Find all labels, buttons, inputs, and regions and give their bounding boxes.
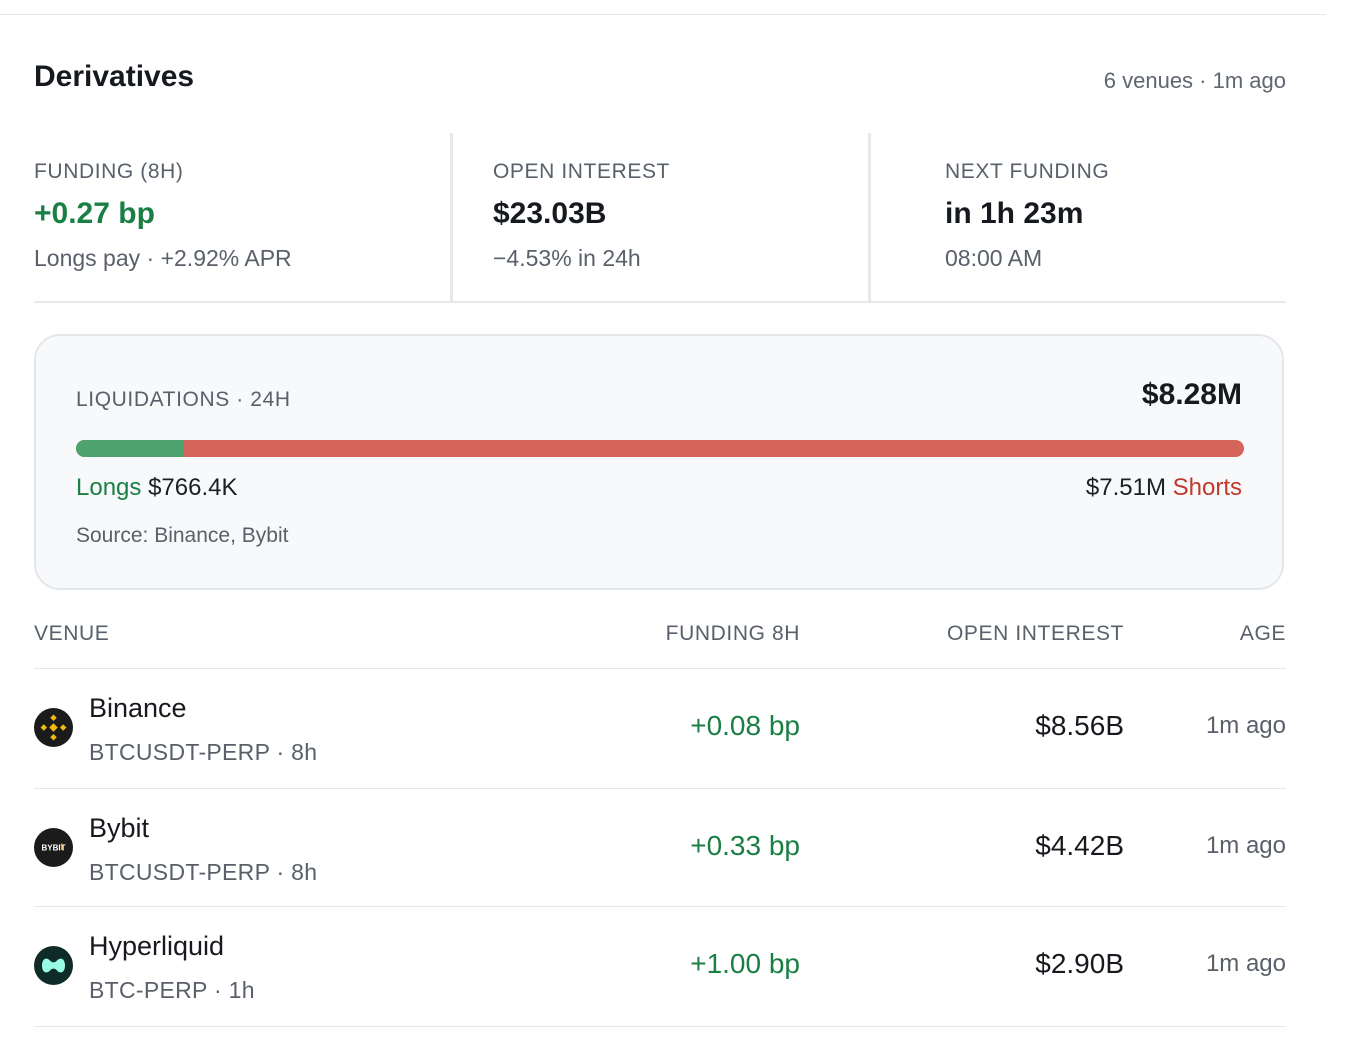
liquidations-total: $8.28M xyxy=(1141,378,1242,411)
next-funding-label: NEXT FUNDING xyxy=(945,160,1110,183)
binance-logo-icon xyxy=(34,708,73,747)
funding-sub: Longs pay · +2.92% APR xyxy=(34,245,292,271)
table-row[interactable]: BYBIT Bybit BTCUSDT-PERP · 8h +0.33 bp $… xyxy=(34,789,1286,907)
venue-funding: +0.33 bp xyxy=(690,830,800,861)
open-interest-stat: OPEN INTEREST $23.03B −4.53% in 24h xyxy=(450,133,871,301)
next-funding-value: in 1h 23m xyxy=(945,197,1084,230)
liquidations-label: LIQUIDATIONS · 24H xyxy=(76,388,291,411)
top-divider xyxy=(0,14,1326,15)
longs-label: Longs xyxy=(76,474,142,501)
svg-text:BYBIT: BYBIT xyxy=(42,844,66,853)
page-title: Derivatives xyxy=(34,60,195,93)
table-row[interactable]: Hyperliquid BTC-PERP · 1h +1.00 bp $2.90… xyxy=(34,907,1286,1025)
liquidations-longs-fill xyxy=(76,440,185,457)
stats-row: FUNDING (8H) +0.27 bp Longs pay · +2.92%… xyxy=(34,133,1286,303)
liquidations-longs: Longs $766.4K xyxy=(76,474,237,502)
venue-open-interest: $2.90B xyxy=(1035,948,1124,979)
open-interest-sub: −4.53% in 24h xyxy=(493,245,641,271)
table-divider xyxy=(34,1026,1286,1027)
venue-pair: BTCUSDT-PERP · 8h xyxy=(89,859,318,885)
venue-pair: BTCUSDT-PERP · 8h xyxy=(89,739,318,765)
venue-age: 1m ago xyxy=(1205,950,1286,977)
venue-age: 1m ago xyxy=(1205,712,1286,739)
table-row[interactable]: Binance BTCUSDT-PERP · 8h +0.08 bp $8.56… xyxy=(34,669,1286,787)
venue-name: Hyperliquid xyxy=(89,931,225,961)
liquidations-card: LIQUIDATIONS · 24H $8.28M Longs $766.4K … xyxy=(34,334,1284,590)
longs-value: $766.4K xyxy=(148,474,238,501)
hyperliquid-logo-icon xyxy=(34,946,73,985)
table-divider xyxy=(34,906,1286,907)
bybit-logo-icon: BYBIT xyxy=(34,828,73,867)
venue-name: Bybit xyxy=(89,813,150,843)
funding-value: +0.27 bp xyxy=(34,197,155,230)
venue-funding: +0.08 bp xyxy=(690,710,800,741)
liquidations-shorts: $7.51M Shorts xyxy=(1086,474,1242,502)
column-header-funding[interactable]: FUNDING 8H xyxy=(665,622,800,645)
venue-pair: BTC-PERP · 1h xyxy=(89,977,255,1003)
open-interest-label: OPEN INTEREST xyxy=(493,160,670,183)
funding-label: FUNDING (8H) xyxy=(34,160,184,183)
venues-meta: 6 venues · 1m ago xyxy=(1103,68,1286,93)
column-header-age[interactable]: AGE xyxy=(1239,622,1286,645)
column-header-open-interest[interactable]: OPEN INTEREST xyxy=(947,622,1124,645)
venue-open-interest: $4.42B xyxy=(1035,830,1124,861)
table-divider xyxy=(34,788,1286,789)
shorts-value: $7.51M xyxy=(1085,474,1166,501)
venue-age: 1m ago xyxy=(1205,832,1286,859)
shorts-label: Shorts xyxy=(1172,474,1242,501)
venue-open-interest: $8.56B xyxy=(1035,710,1124,741)
liquidations-bar xyxy=(76,440,1244,457)
next-funding-stat: NEXT FUNDING in 1h 23m 08:00 AM xyxy=(868,133,1289,301)
venue-funding: +1.00 bp xyxy=(690,948,800,979)
next-funding-sub: 08:00 AM xyxy=(945,245,1043,271)
open-interest-value: $23.03B xyxy=(493,197,607,230)
column-header-venue[interactable]: VENUE xyxy=(34,622,110,645)
table-divider xyxy=(34,668,1286,669)
venue-name: Binance xyxy=(89,693,187,723)
liquidations-source: Source: Binance, Bybit xyxy=(76,524,289,547)
funding-stat: FUNDING (8H) +0.27 bp Longs pay · +2.92%… xyxy=(34,133,448,301)
